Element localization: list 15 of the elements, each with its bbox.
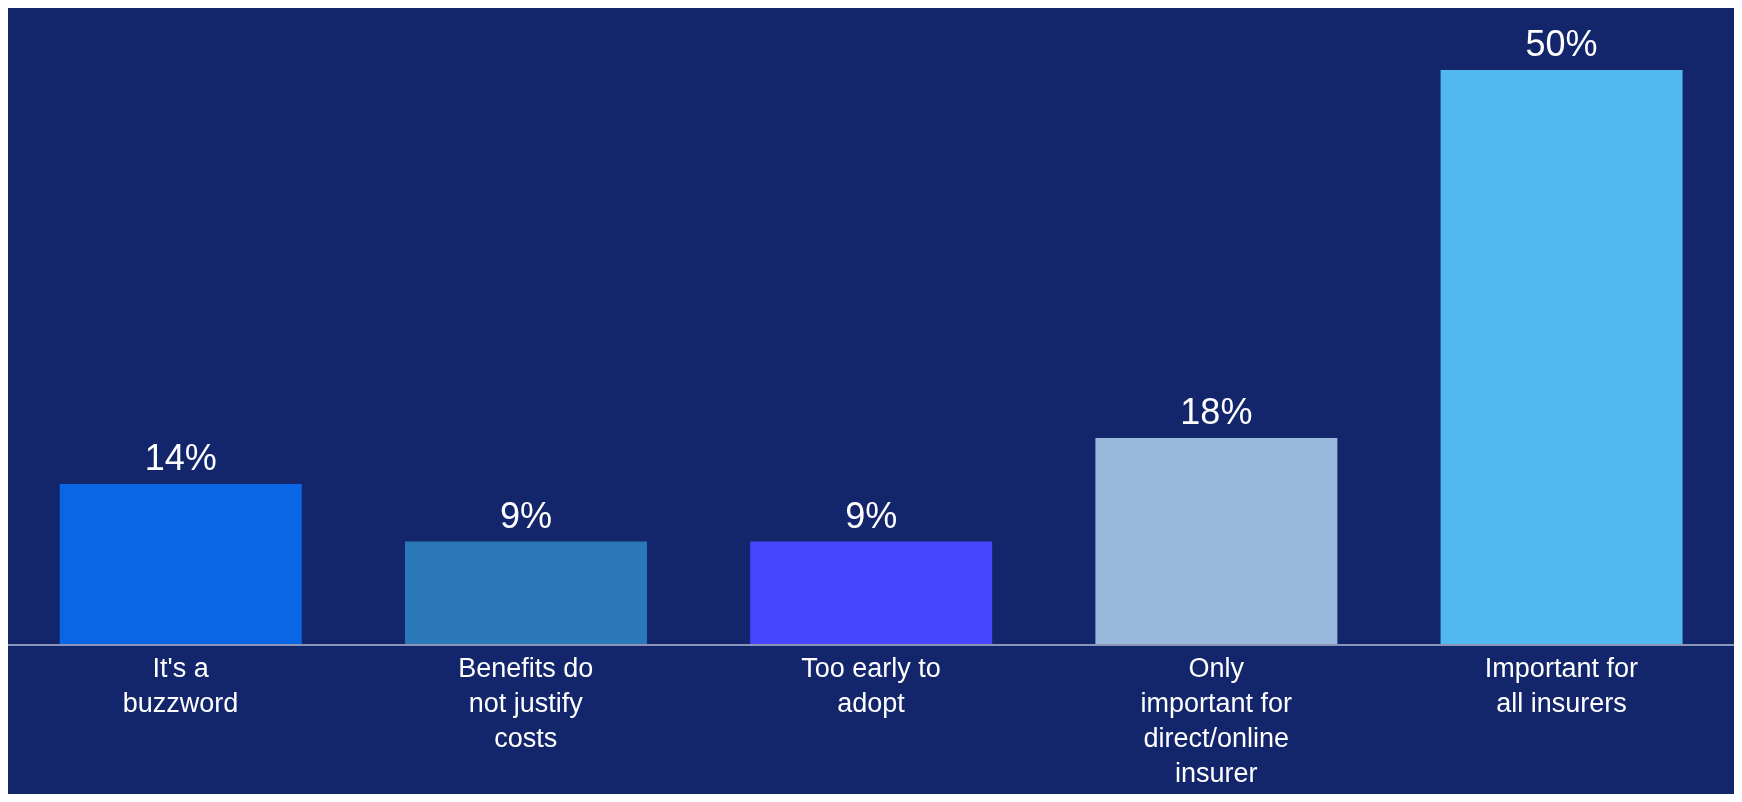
data-label: 14%	[144, 437, 217, 478]
bar	[59, 484, 302, 645]
x-tick-label: It's a buzzword	[122, 653, 239, 718]
bar	[1440, 70, 1683, 645]
data-label: 18%	[1180, 391, 1253, 432]
bar	[404, 541, 647, 645]
x-tick-label: Important for all insurers	[1484, 653, 1638, 718]
bar	[750, 541, 993, 645]
x-tick-label: Only important for direct/online insurer	[1140, 653, 1292, 788]
data-label: 50%	[1525, 23, 1598, 64]
x-tick-label: Benefits do not justify costs	[458, 653, 594, 753]
data-label: 9%	[499, 494, 552, 536]
data-label: 9%	[845, 494, 898, 536]
bar	[1095, 438, 1338, 645]
x-tick-label: Too early to adopt	[801, 653, 941, 718]
